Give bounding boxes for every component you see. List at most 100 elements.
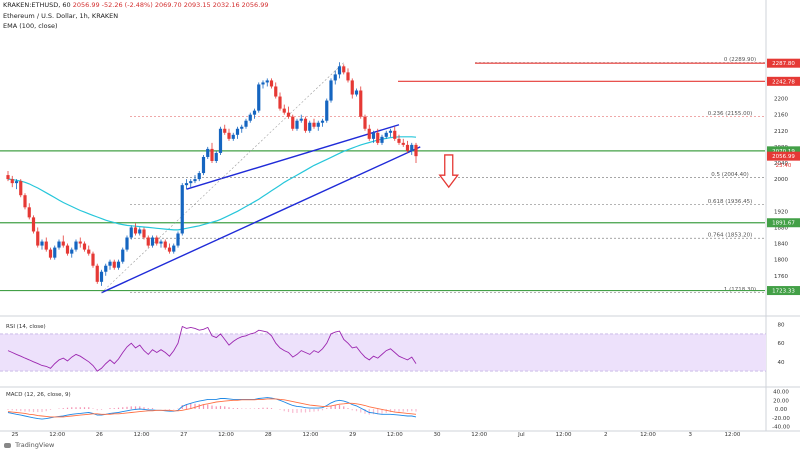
- y-tick-label: 2160: [774, 113, 788, 119]
- ema-100-line: [7, 136, 417, 231]
- candle-body: [291, 116, 295, 129]
- fib-level-label: 0 (2289.90): [724, 57, 756, 63]
- candle-body: [138, 229, 142, 234]
- candle-body: [350, 80, 354, 95]
- candle-body: [325, 100, 329, 121]
- candle-body: [14, 181, 19, 184]
- trendline: [101, 146, 421, 294]
- candle-body: [354, 90, 359, 95]
- rsi-label: RSI (14, close): [6, 324, 46, 330]
- y-tick-label: 1800: [774, 258, 788, 264]
- candle-body: [371, 132, 376, 139]
- candle-body: [176, 233, 180, 246]
- candle-body: [223, 128, 227, 133]
- macd-y-tick: -40.00: [772, 425, 790, 431]
- current-price-label: 2056.99: [772, 154, 795, 160]
- candle-body: [210, 148, 214, 161]
- candle-body: [218, 128, 223, 153]
- x-tick-label: 12:00: [302, 432, 318, 438]
- trendline: [186, 124, 400, 190]
- price-axis-badge-label: 2287.80: [772, 61, 795, 67]
- countdown-label: 23:40: [776, 163, 792, 169]
- candle-body: [116, 261, 121, 268]
- brand-label: TradingView: [15, 441, 55, 449]
- brand-logo-icon: [4, 442, 11, 448]
- candle-body: [150, 237, 155, 246]
- candle-body: [61, 241, 65, 246]
- macd-y-tick: 40.00: [773, 390, 789, 396]
- candle-body: [95, 265, 99, 282]
- price-axis-badge: [767, 76, 800, 86]
- macd-signal-line: [7, 398, 417, 418]
- candle-body: [278, 96, 282, 109]
- candle-body: [401, 142, 405, 145]
- candle-body: [10, 179, 14, 184]
- candle-body: [274, 86, 278, 97]
- candle-body: [359, 90, 363, 117]
- x-tick-label: 12:00: [471, 432, 487, 438]
- candle-body: [248, 114, 252, 121]
- y-tick-label: 1760: [774, 274, 788, 280]
- candle-body: [376, 132, 380, 143]
- candle-body: [129, 227, 133, 238]
- candle-body: [159, 241, 163, 244]
- candle-body: [206, 148, 210, 157]
- x-tick-label: 27: [180, 432, 187, 438]
- y-tick-label: 2000: [774, 177, 788, 183]
- candle-body: [384, 132, 388, 137]
- candle-body: [167, 247, 172, 252]
- tradingview-brand: TradingView: [4, 441, 54, 449]
- candle-body: [197, 173, 201, 180]
- x-tick-label: 26: [96, 432, 103, 438]
- candle-body: [6, 175, 10, 180]
- candle-body: [269, 80, 274, 87]
- fib-level-label: 0.236 (2155.00): [708, 111, 753, 117]
- fib-level-label: 0.618 (1936.45): [708, 199, 753, 205]
- y-tick-label: 1880: [774, 225, 788, 231]
- candle-body: [346, 72, 350, 81]
- candle-body: [227, 132, 231, 139]
- candle-body: [82, 243, 87, 250]
- candle-body: [99, 271, 104, 282]
- candle-body: [261, 82, 265, 85]
- y-tick-label: 2040: [774, 161, 788, 167]
- candle-body: [235, 128, 240, 135]
- candle-body: [70, 249, 74, 254]
- rsi-line: [7, 325, 417, 372]
- candle-body: [184, 183, 189, 186]
- candle-body: [244, 120, 248, 127]
- price-axis-badge-label: 1891.67: [772, 221, 795, 227]
- chart-title: Ethereum / U.S. Dollar, 1h, KRAKEN: [3, 12, 119, 20]
- candle-body: [282, 108, 286, 113]
- candle-body: [329, 80, 333, 101]
- candle-body: [265, 80, 269, 83]
- candle-body: [303, 118, 308, 131]
- ema-legend: EMA (100, close): [3, 22, 58, 30]
- candle-body: [180, 185, 184, 234]
- y-tick-label: 1920: [774, 209, 788, 215]
- macd-line: [7, 397, 417, 420]
- y-tick-label: 2200: [774, 97, 788, 103]
- candle-body: [240, 126, 244, 129]
- price-axis-badge: [767, 58, 800, 68]
- macd-label: MACD (12, 26, close, 9): [6, 392, 71, 398]
- x-tick-label: 12:00: [724, 432, 740, 438]
- macd-y-tick: 20.00: [773, 398, 789, 404]
- candle-body: [299, 118, 303, 121]
- x-tick-label: 2: [604, 432, 608, 438]
- rsi-y-tick: 60: [778, 341, 785, 347]
- x-tick-label: 12:00: [134, 432, 150, 438]
- candle-body: [189, 181, 193, 184]
- candle-body: [112, 261, 116, 268]
- price-axis-badge: [767, 146, 800, 156]
- x-tick-label: 12:00: [49, 432, 65, 438]
- candle-body: [380, 136, 384, 143]
- candle-body: [44, 241, 48, 250]
- price-axis-badge: [767, 286, 800, 296]
- price-axis-badge: [767, 218, 800, 228]
- candle-body: [142, 229, 146, 238]
- candle-body: [65, 245, 70, 254]
- candle-body: [193, 179, 197, 182]
- candle-body: [19, 181, 23, 196]
